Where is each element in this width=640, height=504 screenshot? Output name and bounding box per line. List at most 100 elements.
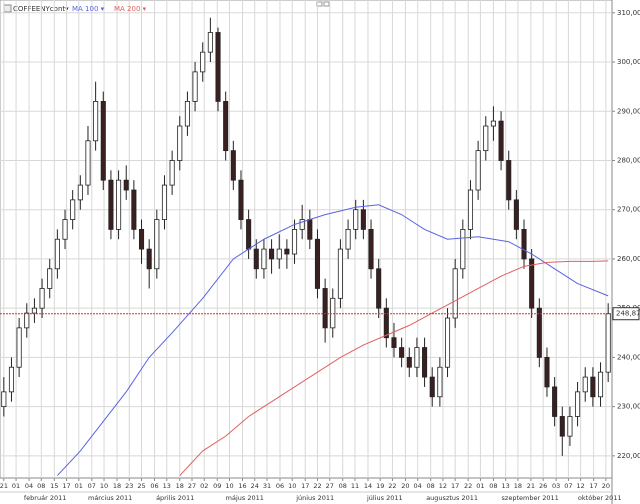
candle-body <box>184 101 190 127</box>
legend-label[interactable]: MA 100 ▾ <box>72 5 105 13</box>
candle-body <box>215 32 221 102</box>
x-tick-label: 10 <box>288 482 296 490</box>
candle-body <box>246 219 252 250</box>
x-tick-label: 12 <box>439 482 447 490</box>
month-label: február 2011 <box>24 494 66 502</box>
candle-body <box>597 371 604 398</box>
candle-body <box>307 219 313 240</box>
candle-body <box>567 416 573 437</box>
x-tick-label: 01 <box>476 482 484 490</box>
last-price-box <box>612 307 640 321</box>
x-tick-label: 21 <box>0 482 8 490</box>
y-tick-label: 240,00 <box>617 353 640 361</box>
candle-body <box>16 327 22 368</box>
month-label: június 2011 <box>295 494 334 502</box>
candle-body <box>77 184 83 201</box>
x-tick-label: 09 <box>213 482 221 490</box>
candle-body <box>452 268 458 319</box>
ma-line <box>179 260 609 476</box>
x-tick-label: 07 <box>564 482 572 490</box>
candle-body <box>85 140 91 186</box>
x-tick-label: 01 <box>75 482 83 490</box>
x-tick-label: 14 <box>364 482 372 490</box>
x-tick-label: 01 <box>12 482 20 490</box>
month-label: április 2011 <box>156 494 194 502</box>
x-tick-label: 18 <box>113 482 121 490</box>
candle-body <box>444 317 451 368</box>
candle-body <box>322 288 328 329</box>
x-tick-label: 17 <box>451 482 459 490</box>
candle-body <box>108 179 114 230</box>
candle-body <box>131 189 137 230</box>
x-tick-label: 27 <box>188 482 196 490</box>
last-price-label: 248,87 <box>616 310 640 318</box>
x-tick-label: 17 <box>589 482 597 490</box>
candle-body <box>544 356 550 388</box>
candle-body <box>138 229 145 250</box>
candle-body <box>368 229 374 270</box>
candle-body <box>123 179 129 191</box>
candle-body <box>490 120 496 127</box>
candle-body <box>345 229 351 250</box>
candle-body <box>353 209 359 230</box>
candle-body <box>376 268 382 309</box>
x-tick-label: 08 <box>427 482 435 490</box>
candle-body <box>330 297 336 329</box>
candle-body <box>192 71 198 102</box>
x-tick-label: 02 <box>200 482 208 490</box>
candle-body <box>575 391 581 417</box>
candle-body <box>146 248 152 270</box>
candle-body <box>238 179 244 220</box>
x-tick-label: 13 <box>502 482 510 490</box>
x-tick-label: 23 <box>125 482 133 490</box>
y-tick-label: 270,00 <box>617 206 640 214</box>
legend-label[interactable]: MA 200 ▾ <box>114 5 147 13</box>
month-label: szeptember 2011 <box>502 494 559 502</box>
x-tick-label: 22 <box>313 482 321 490</box>
candle-body <box>284 248 290 255</box>
candle-body <box>253 248 259 270</box>
candle-body <box>207 32 213 53</box>
y-tick-label: 230,00 <box>617 403 640 411</box>
candle-body <box>70 199 76 220</box>
candle-body <box>299 219 305 230</box>
candle-body <box>513 199 519 230</box>
candle-body <box>223 101 229 152</box>
candle-body <box>498 120 504 161</box>
candle-body <box>62 219 68 240</box>
candle-body <box>8 366 15 393</box>
candle-body <box>337 248 343 299</box>
x-tick-label: 15 <box>50 482 58 490</box>
x-tick-label: 12 <box>576 482 584 490</box>
candle-body <box>169 160 175 186</box>
x-tick-label: 03 <box>552 482 560 490</box>
x-tick-label: 17 <box>62 482 70 490</box>
candle-body <box>276 248 282 260</box>
candle-body <box>467 189 474 230</box>
candle-body <box>483 125 489 152</box>
candle-body <box>429 376 435 398</box>
y-tick-label: 300,00 <box>617 58 640 66</box>
window-icon <box>323 1 330 7</box>
y-tick-label: 280,00 <box>617 156 640 164</box>
x-tick-label: 26 <box>539 482 547 490</box>
x-tick-label: 22 <box>388 482 396 490</box>
candle-body <box>437 366 443 398</box>
candle-body <box>291 229 298 255</box>
y-tick-label: 220,00 <box>617 452 640 460</box>
x-tick-label: 06 <box>150 482 158 490</box>
candle-body <box>154 219 160 270</box>
symbol-icon[interactable] <box>3 4 12 13</box>
x-tick-label: 13 <box>163 482 171 490</box>
month-label: július 2011 <box>366 494 403 502</box>
candle-body <box>360 209 366 230</box>
x-tick-label: 27 <box>326 482 334 490</box>
candle-body <box>269 248 275 260</box>
x-tick-label: 22 <box>464 482 472 490</box>
x-tick-label: 11 <box>351 482 359 490</box>
x-tick-label: 18 <box>176 482 184 490</box>
candle-body <box>422 347 428 378</box>
plot-area <box>0 0 613 479</box>
x-tick-label: 08 <box>37 482 45 490</box>
